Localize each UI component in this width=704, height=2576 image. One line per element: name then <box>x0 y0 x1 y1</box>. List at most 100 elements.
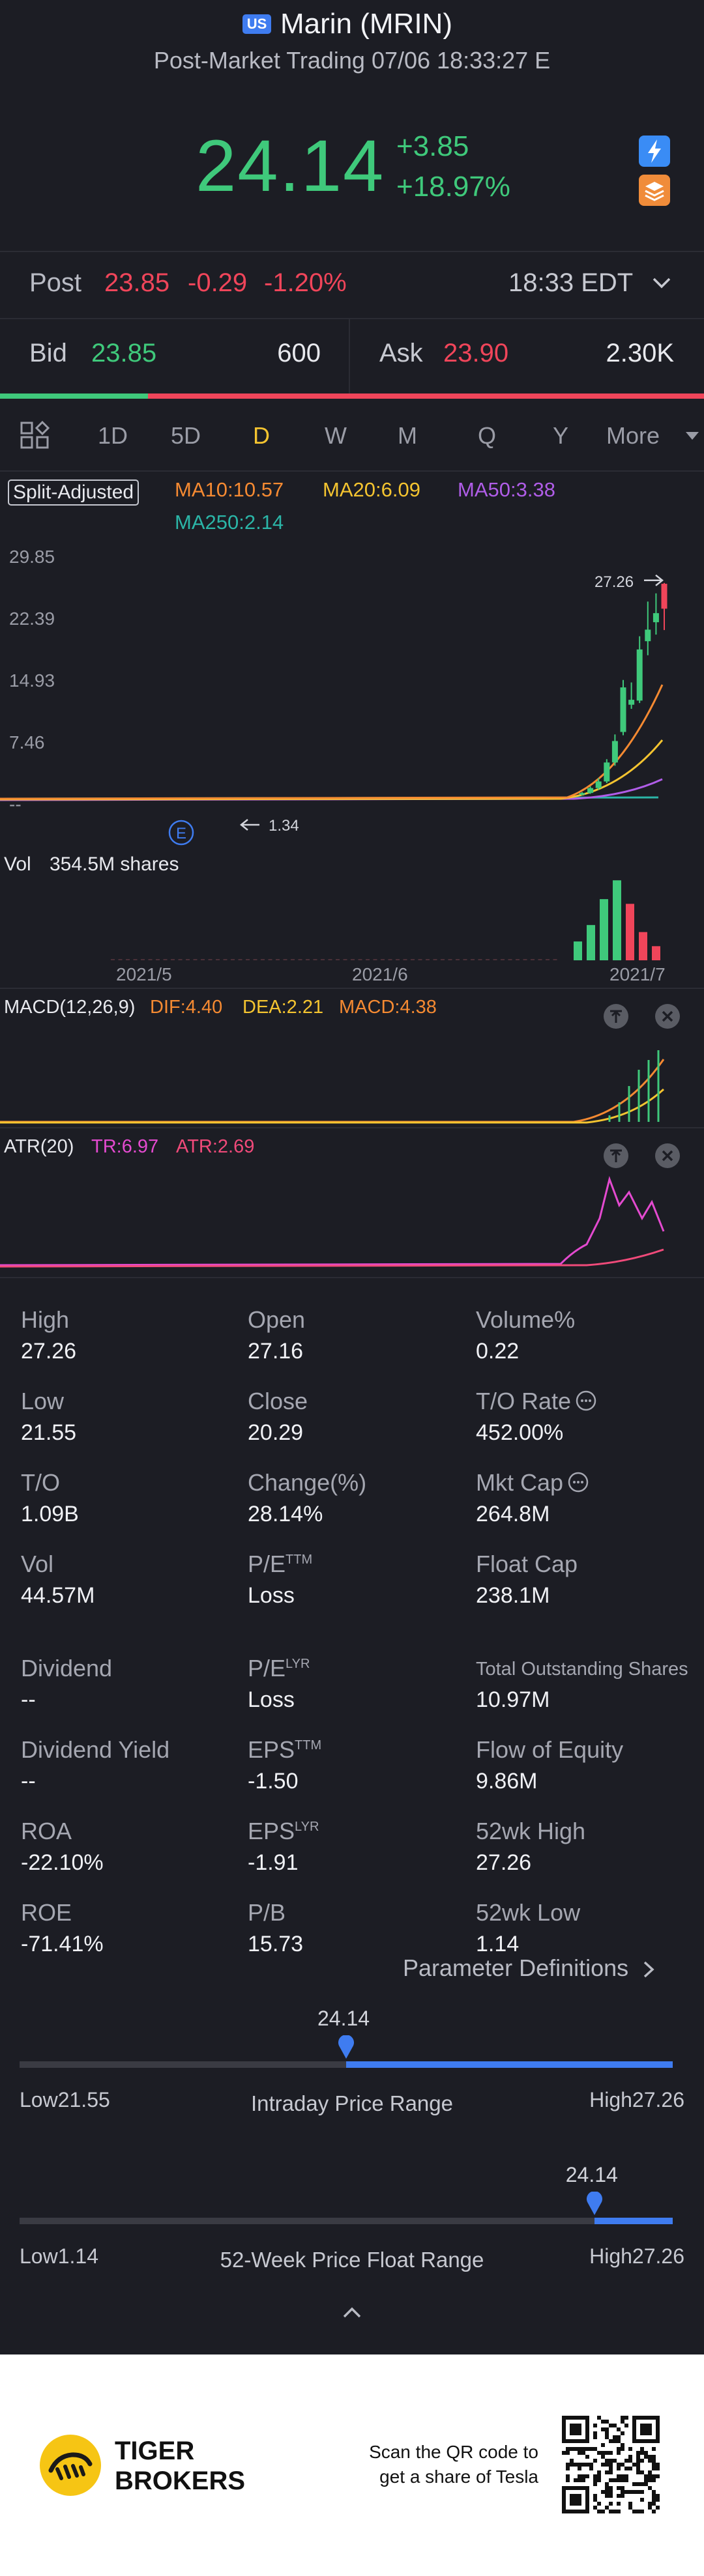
layout-grid-icon[interactable] <box>20 420 53 453</box>
more-info-icon[interactable] <box>571 1388 597 1414</box>
qr-module <box>617 2467 621 2470</box>
qr-module <box>628 2467 632 2470</box>
qr-module <box>628 2506 632 2510</box>
qr-module <box>593 2498 597 2502</box>
week52-current-value: 24.14 <box>565 2163 618 2186</box>
qr-module <box>609 2478 613 2482</box>
stat-label: P/B <box>248 1899 286 1926</box>
macd-title: MACD(12,26,9) <box>4 997 136 1018</box>
low-annotation: 1.34 <box>269 817 299 835</box>
header: US Marin (MRIN) Post-Market Trading 07/0… <box>0 0 704 98</box>
pin-icon[interactable] <box>603 1143 629 1172</box>
qr-module <box>636 2451 640 2455</box>
tiger-logo-icon <box>38 2433 103 2501</box>
promo-line1: Scan the QR code to <box>369 2442 538 2462</box>
bid-ask-row: Bid 23.85 600 Ask 23.90 2.30K <box>0 319 704 395</box>
tab-w[interactable]: W <box>325 422 347 449</box>
qr-module <box>624 2478 628 2482</box>
stock-title: Marin (MRIN) <box>280 8 452 40</box>
stat-label: Open <box>248 1306 305 1334</box>
macd-chart[interactable] <box>0 1016 704 1127</box>
qr-module <box>581 2463 585 2467</box>
tab-5d[interactable]: 5D <box>171 422 201 449</box>
qr-module <box>624 2467 628 2470</box>
flash-icon[interactable] <box>639 136 670 167</box>
qr-module <box>593 2494 597 2498</box>
tab-1d[interactable]: 1D <box>98 422 128 449</box>
qr-module <box>652 2455 656 2459</box>
qr-module <box>640 2451 644 2455</box>
qr-module <box>601 2463 605 2467</box>
tab-q[interactable]: Q <box>478 422 497 449</box>
candle-body <box>645 629 651 642</box>
ma250-label: MA250:2.14 <box>175 511 284 534</box>
parameter-definitions-link[interactable]: Parameter Definitions <box>403 1954 657 1982</box>
stat-value: Loss <box>248 1583 295 1608</box>
volume-bar <box>478 959 482 960</box>
volume-bar <box>178 959 183 960</box>
qr-module <box>601 2451 605 2455</box>
volume-bar <box>118 959 123 960</box>
parameter-definitions-label: Parameter Definitions <box>403 1954 629 1981</box>
intraday-low: Low21.55 <box>20 2088 110 2111</box>
volume-bar <box>366 959 370 960</box>
caret-down-icon[interactable] <box>684 430 700 445</box>
qr-module <box>624 2459 628 2463</box>
volume-bar <box>148 959 153 960</box>
volume-bar <box>574 941 582 960</box>
tab-more[interactable]: More <box>606 422 660 449</box>
volume-bar <box>471 959 475 960</box>
stat-label: Change(%) <box>248 1469 366 1496</box>
tab-d[interactable]: D <box>253 422 270 449</box>
volume-bar <box>538 959 542 960</box>
tab-y[interactable]: Y <box>553 422 569 449</box>
post-change-pct: -1.20% <box>264 268 347 297</box>
qr-code[interactable] <box>562 2416 660 2513</box>
macd-value: MACD:4.38 <box>339 997 437 1018</box>
qr-module <box>640 2470 644 2474</box>
intraday-label: Intraday Price Range <box>250 2091 453 2115</box>
qr-module <box>652 2447 656 2451</box>
volume-bar <box>216 959 220 960</box>
candle-body <box>620 687 626 732</box>
layers-icon[interactable] <box>639 175 670 206</box>
split-adjusted-toggle[interactable]: Split-Adjusted <box>8 479 139 506</box>
intraday-current-value: 24.14 <box>317 2007 370 2030</box>
close-icon[interactable] <box>654 1003 681 1033</box>
volume-bar <box>223 959 227 960</box>
qr-module <box>593 2435 597 2439</box>
qr-module <box>652 2467 656 2470</box>
volume-bar <box>351 959 355 960</box>
qr-module <box>644 2455 648 2459</box>
qr-module <box>601 2427 605 2431</box>
atr-chart[interactable] <box>0 1153 704 1277</box>
qr-module <box>621 2431 624 2435</box>
qr-module <box>628 2502 632 2506</box>
pin-icon[interactable] <box>603 1003 629 1033</box>
volume-bar <box>291 959 295 960</box>
earnings-event-label: E <box>176 825 186 842</box>
candlestick-chart[interactable]: 29.85 22.39 14.93 7.46 -- 27.26 1.34 E <box>0 541 704 847</box>
qr-module <box>652 2490 656 2494</box>
tab-m[interactable]: M <box>398 422 417 449</box>
qr-module <box>648 2455 652 2459</box>
qr-module <box>578 2467 581 2470</box>
volume-chart[interactable] <box>0 873 704 971</box>
qr-module <box>621 2416 624 2420</box>
post-market-row[interactable]: Post 23.85 -0.29 -1.20% 18:33 EDT <box>0 253 704 318</box>
candle-body <box>595 781 602 788</box>
close-icon[interactable] <box>654 1143 681 1172</box>
stat-value: Loss <box>248 1687 295 1712</box>
qr-module <box>601 2443 605 2447</box>
candle-body <box>653 613 659 623</box>
qr-module <box>597 2470 601 2474</box>
stat-label-text: ROA <box>21 1818 72 1844</box>
qr-module <box>636 2470 640 2474</box>
more-info-icon[interactable] <box>563 1469 589 1496</box>
collapse-chevron-up-icon[interactable] <box>340 2304 364 2324</box>
qr-module <box>652 2459 656 2463</box>
qr-module <box>617 2502 621 2506</box>
stat-label-text: Volume% <box>476 1306 576 1333</box>
chevron-down-icon[interactable] <box>651 274 673 295</box>
qr-module <box>566 2474 570 2478</box>
